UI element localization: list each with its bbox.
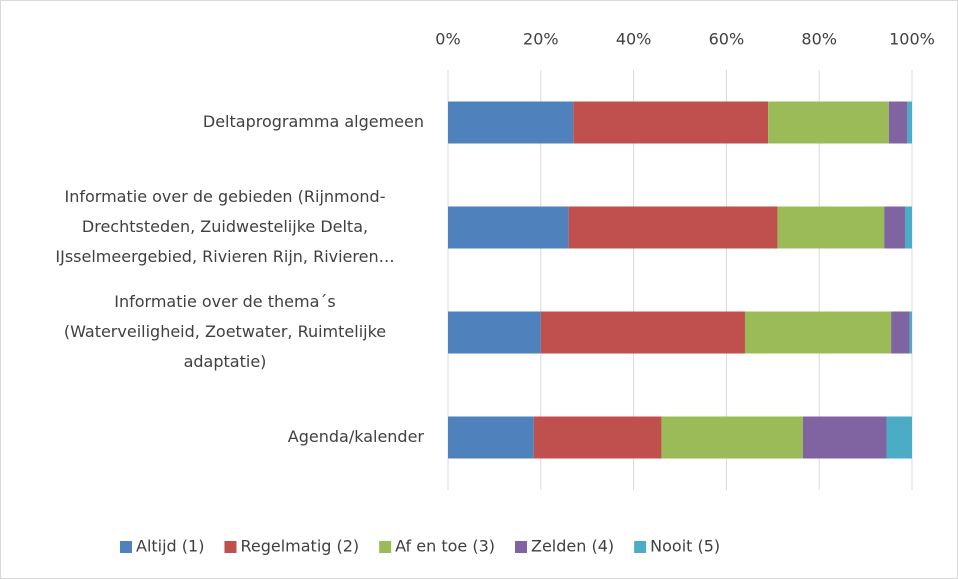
bar-segment (448, 311, 541, 354)
bar-segment (886, 416, 912, 459)
legend-swatch (120, 541, 132, 553)
bar-segment (905, 206, 912, 249)
y-tick-label: Informatie over de gebieden (Rijnmond- (65, 187, 386, 206)
bar-segment (661, 416, 803, 459)
bar-segment (568, 206, 778, 249)
legend-label: Af en toe (3) (395, 537, 495, 556)
bar-segment (891, 311, 910, 354)
y-tick-label: Drechtsteden, Zuidwestelijke Delta, (82, 217, 368, 236)
y-tick-label: IJsselmeergebied, Rivieren Rijn, Riviere… (55, 247, 394, 266)
bar-segment (907, 101, 912, 144)
bar-segment (802, 416, 887, 459)
legend-label: Regelmatig (2) (240, 537, 359, 556)
x-tick-label: 60% (709, 30, 745, 49)
bar-segment (448, 206, 569, 249)
bar-segment (448, 416, 534, 459)
bar-segment (909, 311, 912, 354)
legend-swatch (224, 541, 237, 553)
bar-segment (768, 101, 889, 144)
y-tick-label: Agenda/kalender (288, 427, 425, 446)
legend-swatch (515, 541, 527, 553)
x-tick-label: 80% (801, 30, 837, 49)
bar-segment (573, 101, 769, 144)
bar-segment (777, 206, 885, 249)
x-tick-label: 100% (889, 30, 935, 49)
legend-label: Zelden (4) (531, 537, 614, 556)
x-tick-label: 0% (435, 30, 460, 49)
bar-segment (744, 311, 892, 354)
bar-segment (540, 311, 745, 354)
legend-swatch (634, 541, 647, 553)
y-tick-label: Deltaprogramma algemeen (203, 112, 424, 131)
y-tick-label: adaptatie) (184, 352, 267, 371)
x-tick-label: 20% (523, 30, 559, 49)
bar-segment (448, 101, 574, 144)
legend-swatch (379, 541, 392, 553)
y-tick-label: (Waterveiligheid, Zoetwater, Ruimtelijke (64, 322, 386, 341)
y-tick-label: Informatie over de thema´s (114, 292, 335, 311)
legend-label: Altijd (1) (136, 537, 204, 556)
bar-segment (533, 416, 662, 459)
bar-segment (884, 206, 906, 249)
x-tick-label: 40% (616, 30, 652, 49)
bar-segment (888, 101, 908, 144)
legend-label: Nooit (5) (650, 537, 720, 556)
